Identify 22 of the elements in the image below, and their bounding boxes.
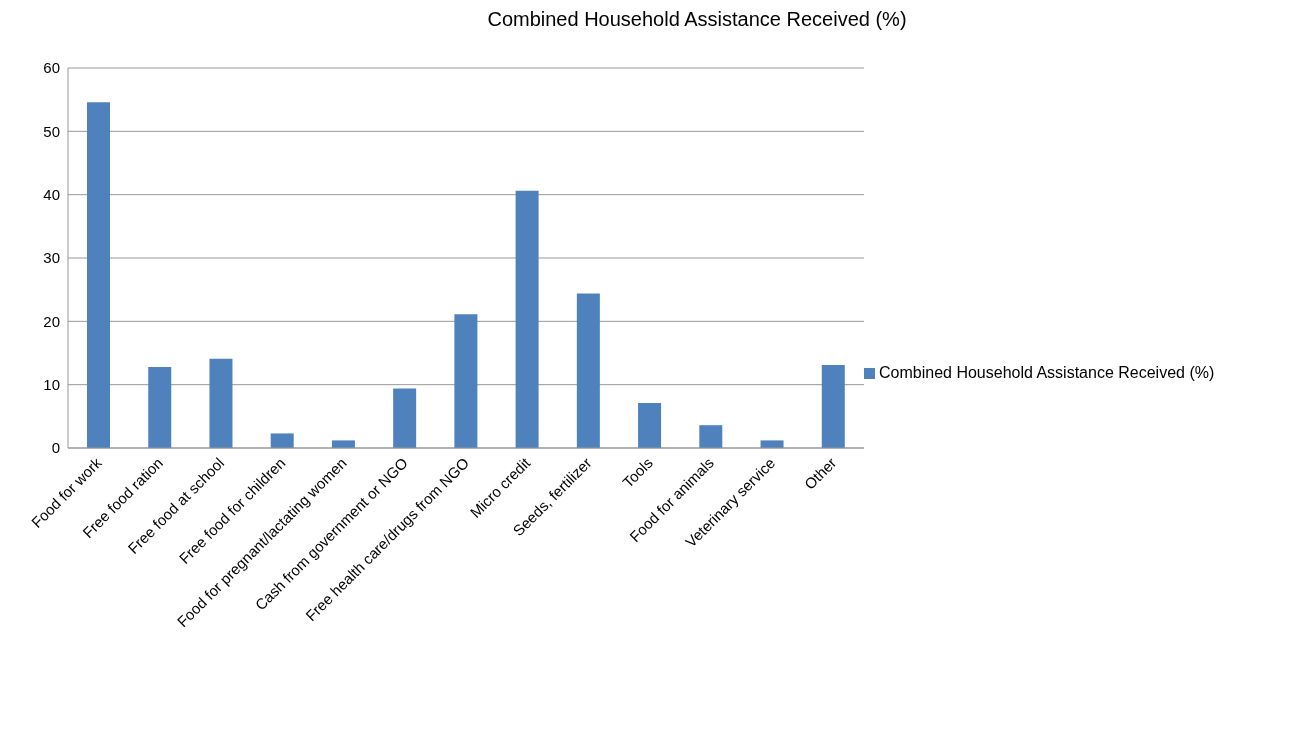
- y-tick-label: 30: [43, 249, 60, 267]
- y-tick-label: 20: [43, 312, 60, 330]
- y-tick-label: 40: [43, 185, 60, 203]
- y-tick-label: 0: [51, 439, 60, 457]
- bar: [699, 425, 723, 448]
- bar: [270, 433, 294, 448]
- legend-label: Combined Household Assistance Received (%): [879, 364, 1215, 381]
- y-tick-label: 10: [43, 375, 60, 393]
- bar: [821, 365, 845, 448]
- bar: [638, 403, 662, 448]
- bar: [760, 440, 784, 448]
- bar: [393, 388, 417, 448]
- bar: [331, 440, 355, 448]
- bar: [209, 358, 233, 448]
- y-tick-label: 50: [43, 122, 60, 140]
- bar: [148, 366, 172, 448]
- bar: [87, 102, 110, 448]
- chart-title: Combined Household Assistance Received (%): [486, 8, 908, 32]
- bar: [454, 314, 478, 448]
- bar: [576, 293, 600, 448]
- y-tick-label: 60: [43, 59, 60, 77]
- bar: [515, 190, 539, 448]
